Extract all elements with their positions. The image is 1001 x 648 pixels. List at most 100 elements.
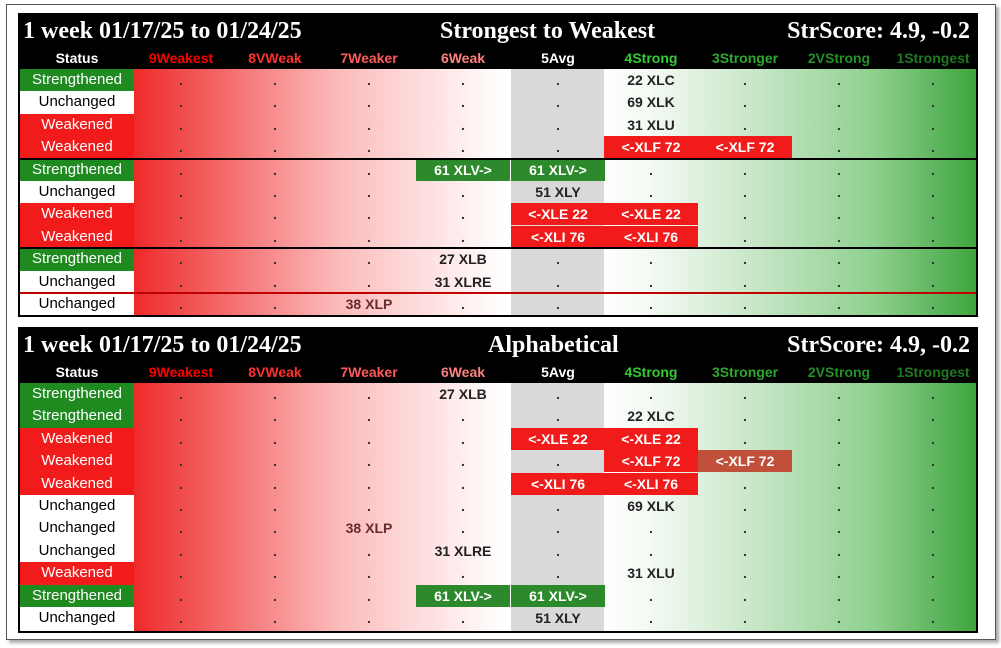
empty-cell-dot: . <box>743 273 747 290</box>
empty-cell-dot: . <box>556 408 560 425</box>
empty-cell-dot: . <box>931 386 935 402</box>
empty-cell-dot: . <box>556 273 560 290</box>
empty-cell-dot: . <box>367 565 371 582</box>
empty-cell-dot: . <box>837 565 841 582</box>
status-cell: Strengthened <box>20 383 134 406</box>
empty-cell-dot: . <box>931 161 935 178</box>
empty-cell-dot: . <box>179 408 183 425</box>
empty-cell-dot: . <box>273 475 277 492</box>
empty-cell-dot: . <box>931 228 935 245</box>
empty-cell-dot: . <box>931 139 935 156</box>
empty-cell-dot: . <box>931 498 935 514</box>
status-cell: Unchanged <box>20 181 134 204</box>
empty-cell-dot: . <box>837 587 841 604</box>
empty-cell-dot: . <box>367 542 371 559</box>
column-header-6weak: 6Weak <box>440 364 486 380</box>
empty-cell-dot: . <box>649 273 653 290</box>
column-header-9weakest: 9Weakest <box>148 364 214 380</box>
group-separator-line <box>20 247 976 250</box>
empty-cell-dot: . <box>273 542 277 559</box>
ticker-mark: <-XLI 76 <box>511 472 605 495</box>
ticker-mark: <-XLF 72 <box>698 136 792 159</box>
column-header-4strong: 4Strong <box>624 50 678 66</box>
ticker-mark: <-XLF 72 <box>604 136 698 159</box>
column-header-3stronger: 3Stronger <box>711 364 779 380</box>
empty-cell-dot: . <box>743 94 747 111</box>
empty-cell-dot: . <box>273 139 277 156</box>
empty-cell-dot: . <box>461 408 465 425</box>
empty-cell-dot: . <box>367 475 371 492</box>
empty-cell-dot: . <box>273 161 277 178</box>
empty-cell-dot: . <box>931 430 935 447</box>
empty-cell-dot: . <box>743 161 747 178</box>
column-header-5avg: 5Avg <box>541 50 575 66</box>
empty-cell-dot: . <box>367 139 371 156</box>
empty-cell-dot: . <box>837 206 841 223</box>
empty-cell-dot: . <box>461 475 465 492</box>
empty-cell-dot: . <box>743 587 747 604</box>
empty-cell-dot: . <box>367 72 371 88</box>
ticker-mark: 69 XLK <box>627 94 675 111</box>
empty-cell-dot: . <box>649 184 653 200</box>
status-cell: Unchanged <box>20 607 134 630</box>
status-cell: Unchanged <box>20 539 134 563</box>
empty-cell-dot: . <box>743 184 747 200</box>
empty-cell-dot: . <box>273 565 277 582</box>
empty-cell-dot: . <box>273 386 277 402</box>
empty-cell-dot: . <box>556 498 560 514</box>
empty-cell-dot: . <box>837 161 841 178</box>
ticker-mark: 38 XLP <box>345 520 393 537</box>
status-cell: Weakened <box>20 562 134 585</box>
ticker-mark: <-XLF 72 <box>698 450 792 473</box>
empty-cell-dot: . <box>273 610 277 626</box>
empty-cell-dot: . <box>837 296 841 312</box>
empty-cell-dot: . <box>461 228 465 245</box>
ticker-mark: 31 XLRE <box>434 273 492 290</box>
empty-cell-dot: . <box>931 610 935 626</box>
ticker-mark: 27 XLB <box>439 251 487 268</box>
empty-cell-dot: . <box>837 116 841 133</box>
empty-cell-dot: . <box>931 296 935 312</box>
empty-cell-dot: . <box>837 72 841 88</box>
empty-cell-dot: . <box>179 296 183 312</box>
title-bar: 1 week 01/17/25 to 01/24/25 Alphabetical… <box>20 329 976 361</box>
status-cell: Unchanged <box>20 517 134 540</box>
rank-grid: Status 9Weakest 8VWeak 7Weaker 6Weak 5Avg 4Str… <box>20 361 976 631</box>
ticker-mark: <-XLE 22 <box>511 203 605 226</box>
ticker-mark: <-XLI 76 <box>604 225 698 248</box>
ticker-mark: 61 XLV-> <box>416 158 510 181</box>
empty-cell-dot: . <box>273 251 277 268</box>
period-title: 1 week 01/17/25 to 01/24/25 <box>23 332 302 358</box>
empty-cell-dot: . <box>556 453 560 470</box>
empty-cell-dot: . <box>179 430 183 447</box>
empty-cell-dot: . <box>461 296 465 312</box>
column-header-2vstrong: 2VStrong <box>807 364 871 380</box>
empty-cell-dot: . <box>837 408 841 425</box>
empty-cell-dot: . <box>179 94 183 111</box>
empty-cell-dot: . <box>367 273 371 290</box>
empty-cell-dot: . <box>179 587 183 604</box>
empty-cell-dot: . <box>179 542 183 559</box>
empty-cell-dot: . <box>273 206 277 223</box>
empty-cell-dot: . <box>556 72 560 88</box>
empty-cell-dot: . <box>649 587 653 604</box>
empty-cell-dot: . <box>837 453 841 470</box>
title-bar: 1 week 01/17/25 to 01/24/25 Strongest to… <box>20 15 976 47</box>
ticker-mark: <-XLF 72 <box>604 450 698 473</box>
ticker-mark: 69 XLK <box>627 498 675 514</box>
empty-cell-dot: . <box>837 273 841 290</box>
ticker-mark: 31 XLU <box>627 565 675 582</box>
empty-cell-dot: . <box>461 206 465 223</box>
empty-cell-dot: . <box>273 228 277 245</box>
status-cell: Unchanged <box>20 495 134 518</box>
empty-cell-dot: . <box>367 430 371 447</box>
empty-cell-dot: . <box>273 453 277 470</box>
empty-cell-dot: . <box>273 116 277 133</box>
empty-cell-dot: . <box>556 251 560 268</box>
column-header-7weaker: 7Weaker <box>340 50 398 66</box>
avg-column-shade <box>511 47 604 315</box>
empty-cell-dot: . <box>461 610 465 626</box>
empty-cell-dot: . <box>179 184 183 200</box>
empty-cell-dot: . <box>743 228 747 245</box>
empty-cell-dot: . <box>461 565 465 582</box>
